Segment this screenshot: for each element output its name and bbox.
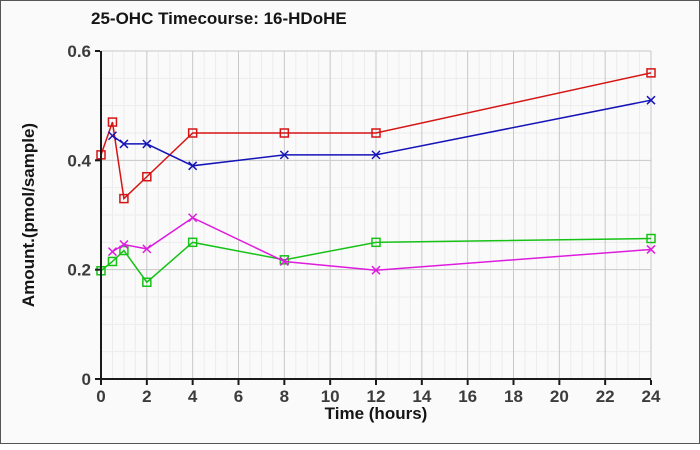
red-squares-marker: [371, 128, 381, 138]
green-squares-marker: [371, 237, 381, 248]
red-squares-marker: [107, 117, 118, 127]
magenta-x-marker: [279, 256, 289, 266]
blue-x-marker: [646, 95, 656, 105]
blue-x-marker: [371, 150, 381, 160]
green-squares-marker: [107, 256, 118, 267]
magenta-x-marker: [371, 265, 381, 275]
axes: [100, 51, 651, 380]
red-squares-marker: [187, 128, 198, 138]
magenta-x-marker: [188, 213, 198, 223]
x-tick-label: 6: [234, 387, 243, 406]
magenta-x-marker: [107, 247, 117, 257]
y-tick-label: 0.2: [67, 261, 91, 280]
green-squares-marker: [119, 245, 129, 256]
x-tick-label: 18: [504, 387, 523, 406]
blue-x-marker: [119, 139, 129, 149]
series-blue-x: [107, 95, 656, 171]
blue-x-marker: [107, 131, 117, 141]
x-tick-label: 14: [412, 387, 431, 406]
x-tick-label: 16: [458, 387, 477, 406]
x-tick-label: 24: [642, 387, 661, 406]
green-squares-marker: [142, 277, 152, 287]
magenta-x-line: [112, 216, 652, 271]
x-tick-label: 20: [550, 387, 569, 406]
x-axis-title: Time (hours): [324, 404, 428, 423]
y-tick-label: 0.4: [67, 151, 91, 170]
x-tick-label: 0: [96, 387, 105, 406]
green-squares-marker: [646, 233, 656, 244]
green-squares-marker: [187, 237, 198, 248]
x-tick-label: 2: [142, 387, 151, 406]
x-tick-label: 12: [367, 387, 386, 406]
x-tick-label: 4: [188, 387, 198, 406]
red-squares-marker: [646, 68, 656, 78]
blue-x-marker: [279, 150, 289, 160]
red-squares-marker: [119, 193, 129, 204]
blue-x-marker: [188, 161, 198, 171]
x-tick-label: 8: [280, 387, 289, 406]
red-squares-marker: [279, 128, 290, 138]
magenta-x-marker: [646, 244, 656, 254]
series-magenta-x: [107, 213, 656, 275]
x-tick-label: 22: [596, 387, 615, 406]
tick-marks: [95, 50, 652, 385]
blue-x-marker: [142, 139, 152, 149]
y-tick-label: 0.6: [67, 42, 91, 61]
green-squares-line: [100, 237, 652, 284]
chart-title: 25-OHC Timecourse: 16-HDoHE: [91, 9, 347, 28]
magenta-x-marker: [119, 239, 129, 250]
magenta-x-marker: [142, 244, 152, 254]
x-tick-label: 10: [321, 387, 340, 406]
red-squares-marker: [142, 171, 152, 182]
y-tick-label: 0: [82, 370, 91, 389]
y-axis-title: Amount.(pmol/sample): [19, 122, 38, 308]
